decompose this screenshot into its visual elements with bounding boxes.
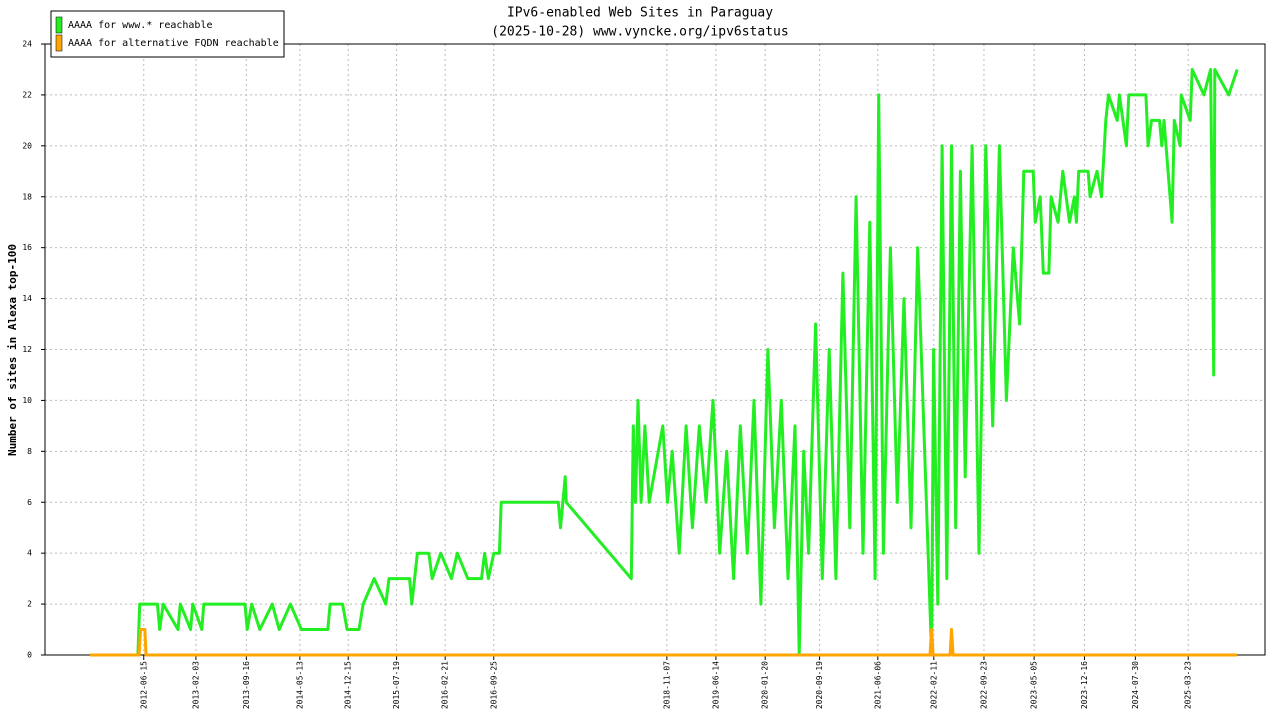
y-tick-label: 18 [22, 192, 32, 201]
y-tick-label: 8 [27, 447, 32, 456]
y-tick-label: 14 [22, 294, 32, 303]
y-tick-label: 22 [22, 90, 32, 99]
y-tick-label: 2 [27, 600, 32, 609]
x-tick-label: 2013-09-16 [242, 661, 251, 709]
y-tick-label: 20 [22, 141, 32, 150]
x-tick-label: 2023-12-16 [1080, 661, 1089, 709]
chart-title: IPv6-enabled Web Sites in Paraguay [507, 6, 773, 21]
legend-swatch [55, 16, 63, 34]
x-tick-label: 2014-05-13 [295, 661, 304, 709]
x-tick-label: 2015-07-19 [392, 661, 401, 709]
x-tick-label: 2019-06-14 [711, 661, 720, 709]
series-line [90, 628, 1238, 657]
chart-subtitle: (2025-10-28) www.vyncke.org/ipv6status [491, 25, 788, 40]
legend-swatch [55, 34, 63, 52]
x-tick-label: 2025-03-23 [1184, 661, 1193, 709]
y-tick-label: 0 [27, 651, 32, 660]
legend-box [50, 10, 285, 58]
y-tick-label: 12 [22, 345, 32, 354]
series-line [90, 68, 1239, 657]
x-tick-label: 2016-09-25 [489, 661, 498, 709]
x-tick-label: 2020-09-19 [815, 661, 824, 709]
x-tick-label: 2016-02-21 [441, 661, 450, 709]
x-tick-label: 2012-06-15 [139, 661, 148, 709]
x-tick-label: 2021-06-06 [873, 661, 882, 709]
y-axis-label: Number of sites in Alexa top-100 [6, 244, 19, 456]
x-tick-label: 2024-07-30 [1131, 661, 1140, 709]
x-tick-label: 2022-02-11 [929, 661, 938, 709]
y-tick-label: 16 [22, 243, 32, 252]
y-tick-label: 4 [27, 549, 32, 558]
legend-label: AAAA for alternative FQDN reachable [68, 38, 279, 49]
y-tick-label: 24 [22, 40, 32, 49]
x-tick-label: 2020-01-20 [761, 661, 770, 709]
x-tick-label: 2013-02-03 [191, 661, 200, 709]
x-tick-label: 2023-05-05 [1030, 661, 1039, 709]
x-tick-label: 2014-12-15 [344, 661, 353, 709]
legend-label: AAAA for www.* reachable [68, 20, 213, 31]
y-tick-label: 10 [22, 396, 32, 405]
x-tick-label: 2022-09-23 [979, 661, 988, 709]
x-tick-label: 2018-11-07 [662, 661, 671, 709]
y-tick-label: 6 [27, 498, 32, 507]
